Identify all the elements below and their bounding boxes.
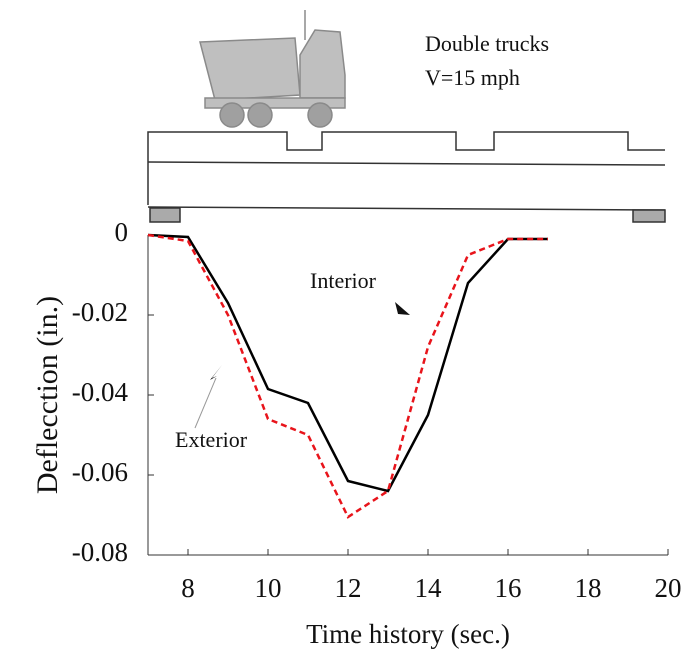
y-tick-label: -0.06 bbox=[72, 457, 128, 487]
annotation: V=15 mph bbox=[425, 65, 520, 90]
annotation: Exterior bbox=[175, 427, 248, 452]
y-tick-label: -0.04 bbox=[72, 377, 129, 407]
x-tick-label: 8 bbox=[181, 573, 195, 603]
x-tick-label: 18 bbox=[575, 573, 602, 603]
y-tick-label: 0 bbox=[115, 217, 129, 247]
series-line bbox=[147, 233, 548, 493]
annotation-arrow bbox=[210, 365, 222, 380]
x-tick-label: 10 bbox=[255, 573, 282, 603]
x-tick-label: 16 bbox=[495, 573, 522, 603]
x-tick-label: 14 bbox=[415, 573, 443, 603]
y-tick-label: -0.08 bbox=[72, 537, 128, 567]
annotation-leader bbox=[194, 377, 217, 429]
y-axis-title: Deflecction (in.) bbox=[31, 296, 64, 494]
truck-illustration bbox=[199, 10, 346, 128]
bridge-profile bbox=[147, 131, 666, 223]
y-tick-label: -0.02 bbox=[72, 297, 128, 327]
annotation: Interior bbox=[310, 268, 377, 293]
annotation-arrow bbox=[395, 302, 410, 315]
annotation: Double trucks bbox=[425, 31, 549, 56]
x-axis-title: Time history (sec.) bbox=[306, 619, 510, 649]
series-line bbox=[147, 233, 548, 519]
x-tick-label: 20 bbox=[655, 573, 682, 603]
x-tick-label: 12 bbox=[335, 573, 362, 603]
